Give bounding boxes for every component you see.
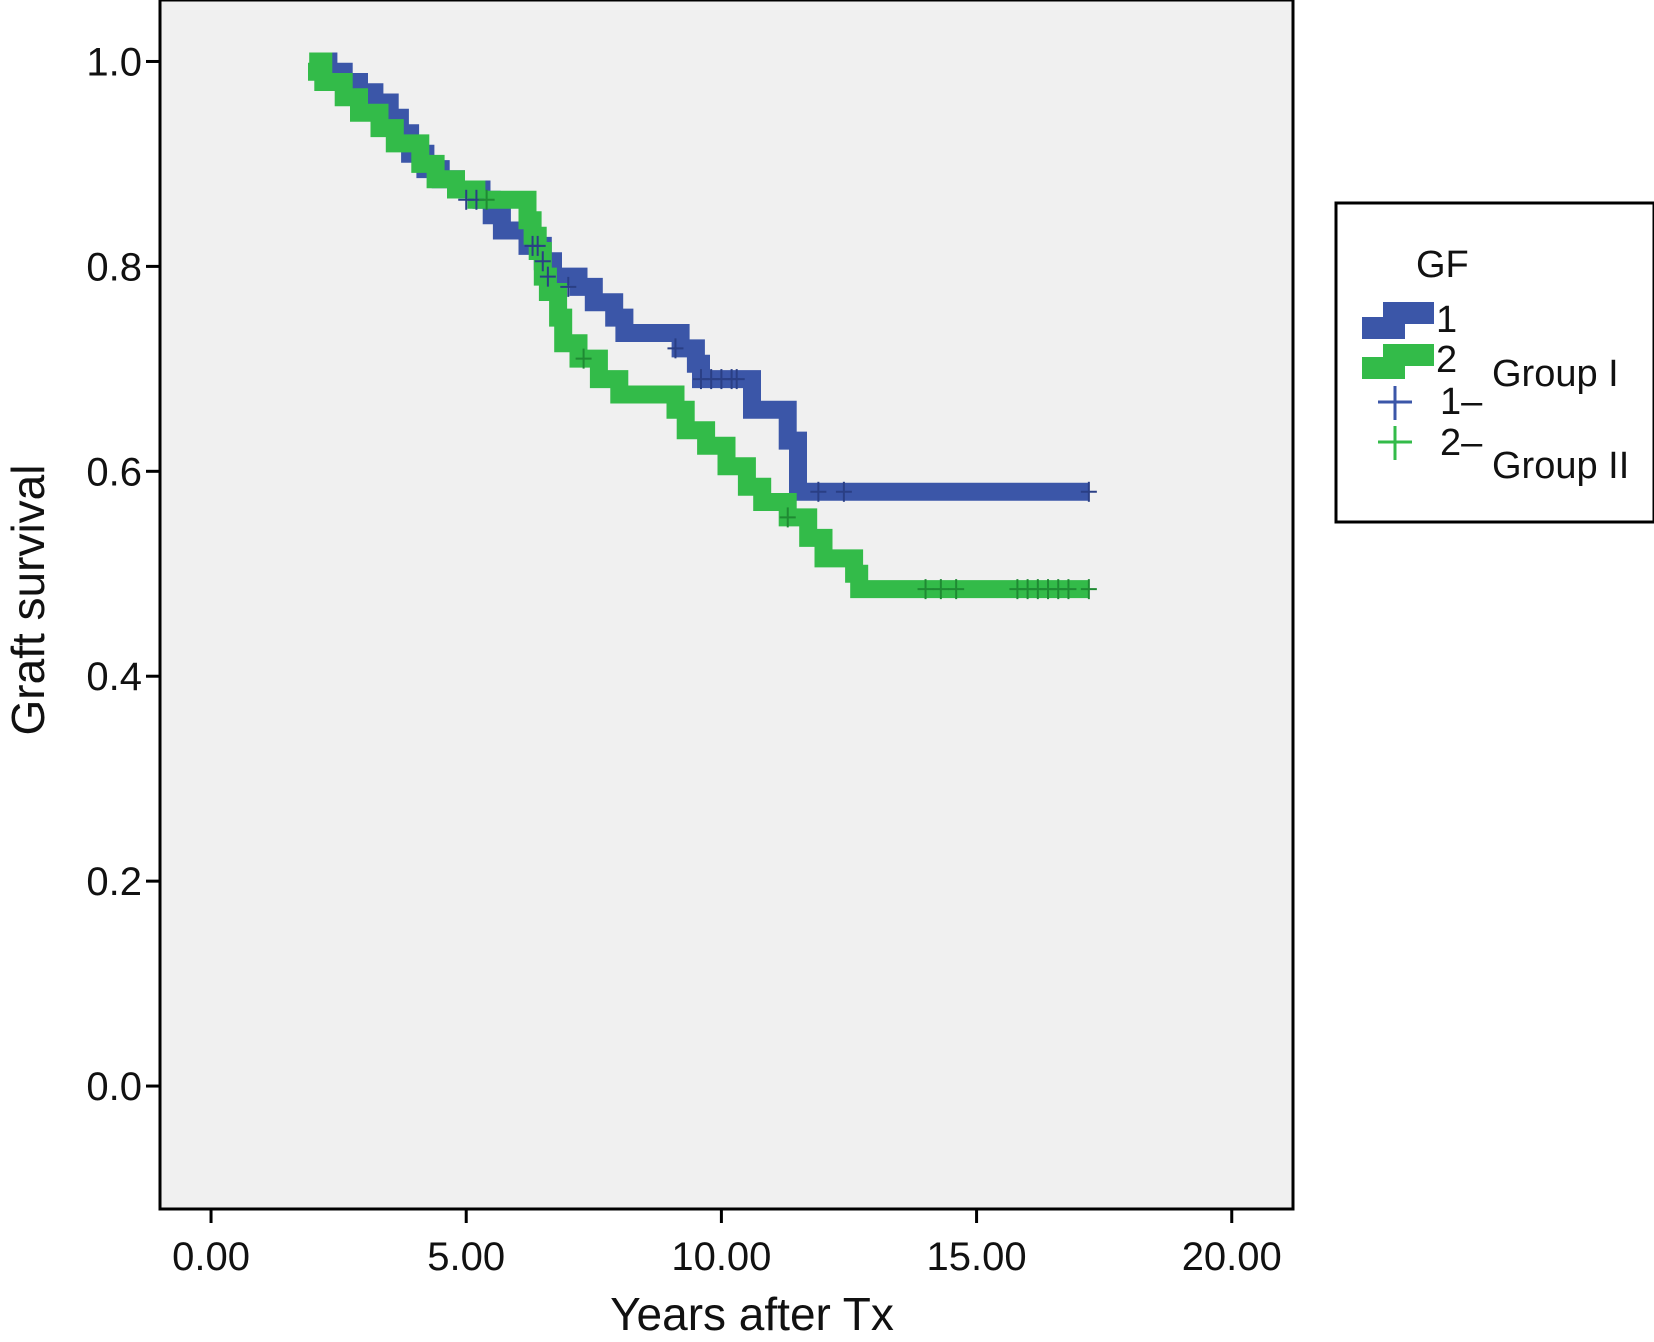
series-2-censor-2	[779, 507, 796, 528]
series-2-censor-5	[948, 579, 965, 600]
legend: GF 1 2 1– 2– Group I Group II	[1334, 201, 1654, 524]
y-tick-label-0: 0.0	[86, 1065, 142, 1109]
series-2-censor-0	[478, 189, 495, 210]
series-1-censor-12	[728, 369, 745, 390]
series-1-line	[313, 52, 1089, 501]
legend-swatch-series-1	[1362, 302, 1434, 339]
plot-frame	[158, 0, 1295, 1211]
legend-annotation-group-2: Group II	[1492, 445, 1629, 487]
legend-label-censor-1: 1–	[1440, 381, 1483, 423]
x-tick-label-3: 15.00	[927, 1235, 1027, 1279]
legend-title: GF	[1416, 244, 1469, 286]
x-tick-label-4: 20.00	[1182, 1235, 1282, 1279]
legend-label-series-2: 2	[1436, 339, 1457, 381]
series-1-censor-4	[534, 251, 551, 272]
legend-label-series-1: 1	[1436, 299, 1457, 341]
series-2-line	[308, 52, 1089, 599]
x-axis: 0.00 5.00 10.00 15.00 20.00	[172, 1209, 1282, 1279]
series-1-censor-6	[560, 276, 577, 297]
series-layer	[308, 52, 1089, 599]
series-1-censor-3	[529, 235, 546, 256]
y-tick-label-4: 0.8	[86, 245, 142, 289]
x-axis-title: Years after Tx	[610, 1288, 894, 1340]
y-tick-label-2: 0.4	[86, 655, 142, 699]
series-1-censor-15	[1080, 481, 1097, 502]
series-2-censor-1	[575, 348, 592, 369]
series-2-censor-4	[932, 579, 949, 600]
series-1-censor-14	[835, 481, 852, 502]
series-2-censor-11	[1060, 579, 1077, 600]
legend-label-censor-2: 2–	[1440, 422, 1483, 464]
x-tick-label-1: 5.00	[427, 1235, 505, 1279]
legend-swatch-series-2	[1362, 344, 1434, 379]
legend-censor-icon-2	[1378, 426, 1412, 460]
series-1-censor-5	[539, 266, 556, 287]
legend-annotation-group-1: Group I	[1492, 353, 1619, 395]
y-tick-label-1: 0.2	[86, 860, 142, 904]
y-axis: 0.0 0.2 0.4 0.6 0.8 1.0	[86, 40, 160, 1109]
y-tick-label-3: 0.6	[86, 450, 142, 494]
series-2-censor-3	[917, 579, 934, 600]
series-1-censor-7	[667, 338, 684, 359]
y-axis-title: Graft survival	[2, 465, 54, 736]
y-tick-label-5: 1.0	[86, 40, 142, 84]
censor-marks-layer	[458, 189, 1097, 600]
series-1-censor-13	[810, 481, 827, 502]
x-tick-label-2: 10.00	[671, 1235, 771, 1279]
plot-background	[160, 0, 1293, 1209]
x-tick-label-0: 0.00	[172, 1235, 250, 1279]
series-2-censor-12	[1080, 579, 1097, 600]
legend-censor-icon-1	[1378, 386, 1412, 420]
